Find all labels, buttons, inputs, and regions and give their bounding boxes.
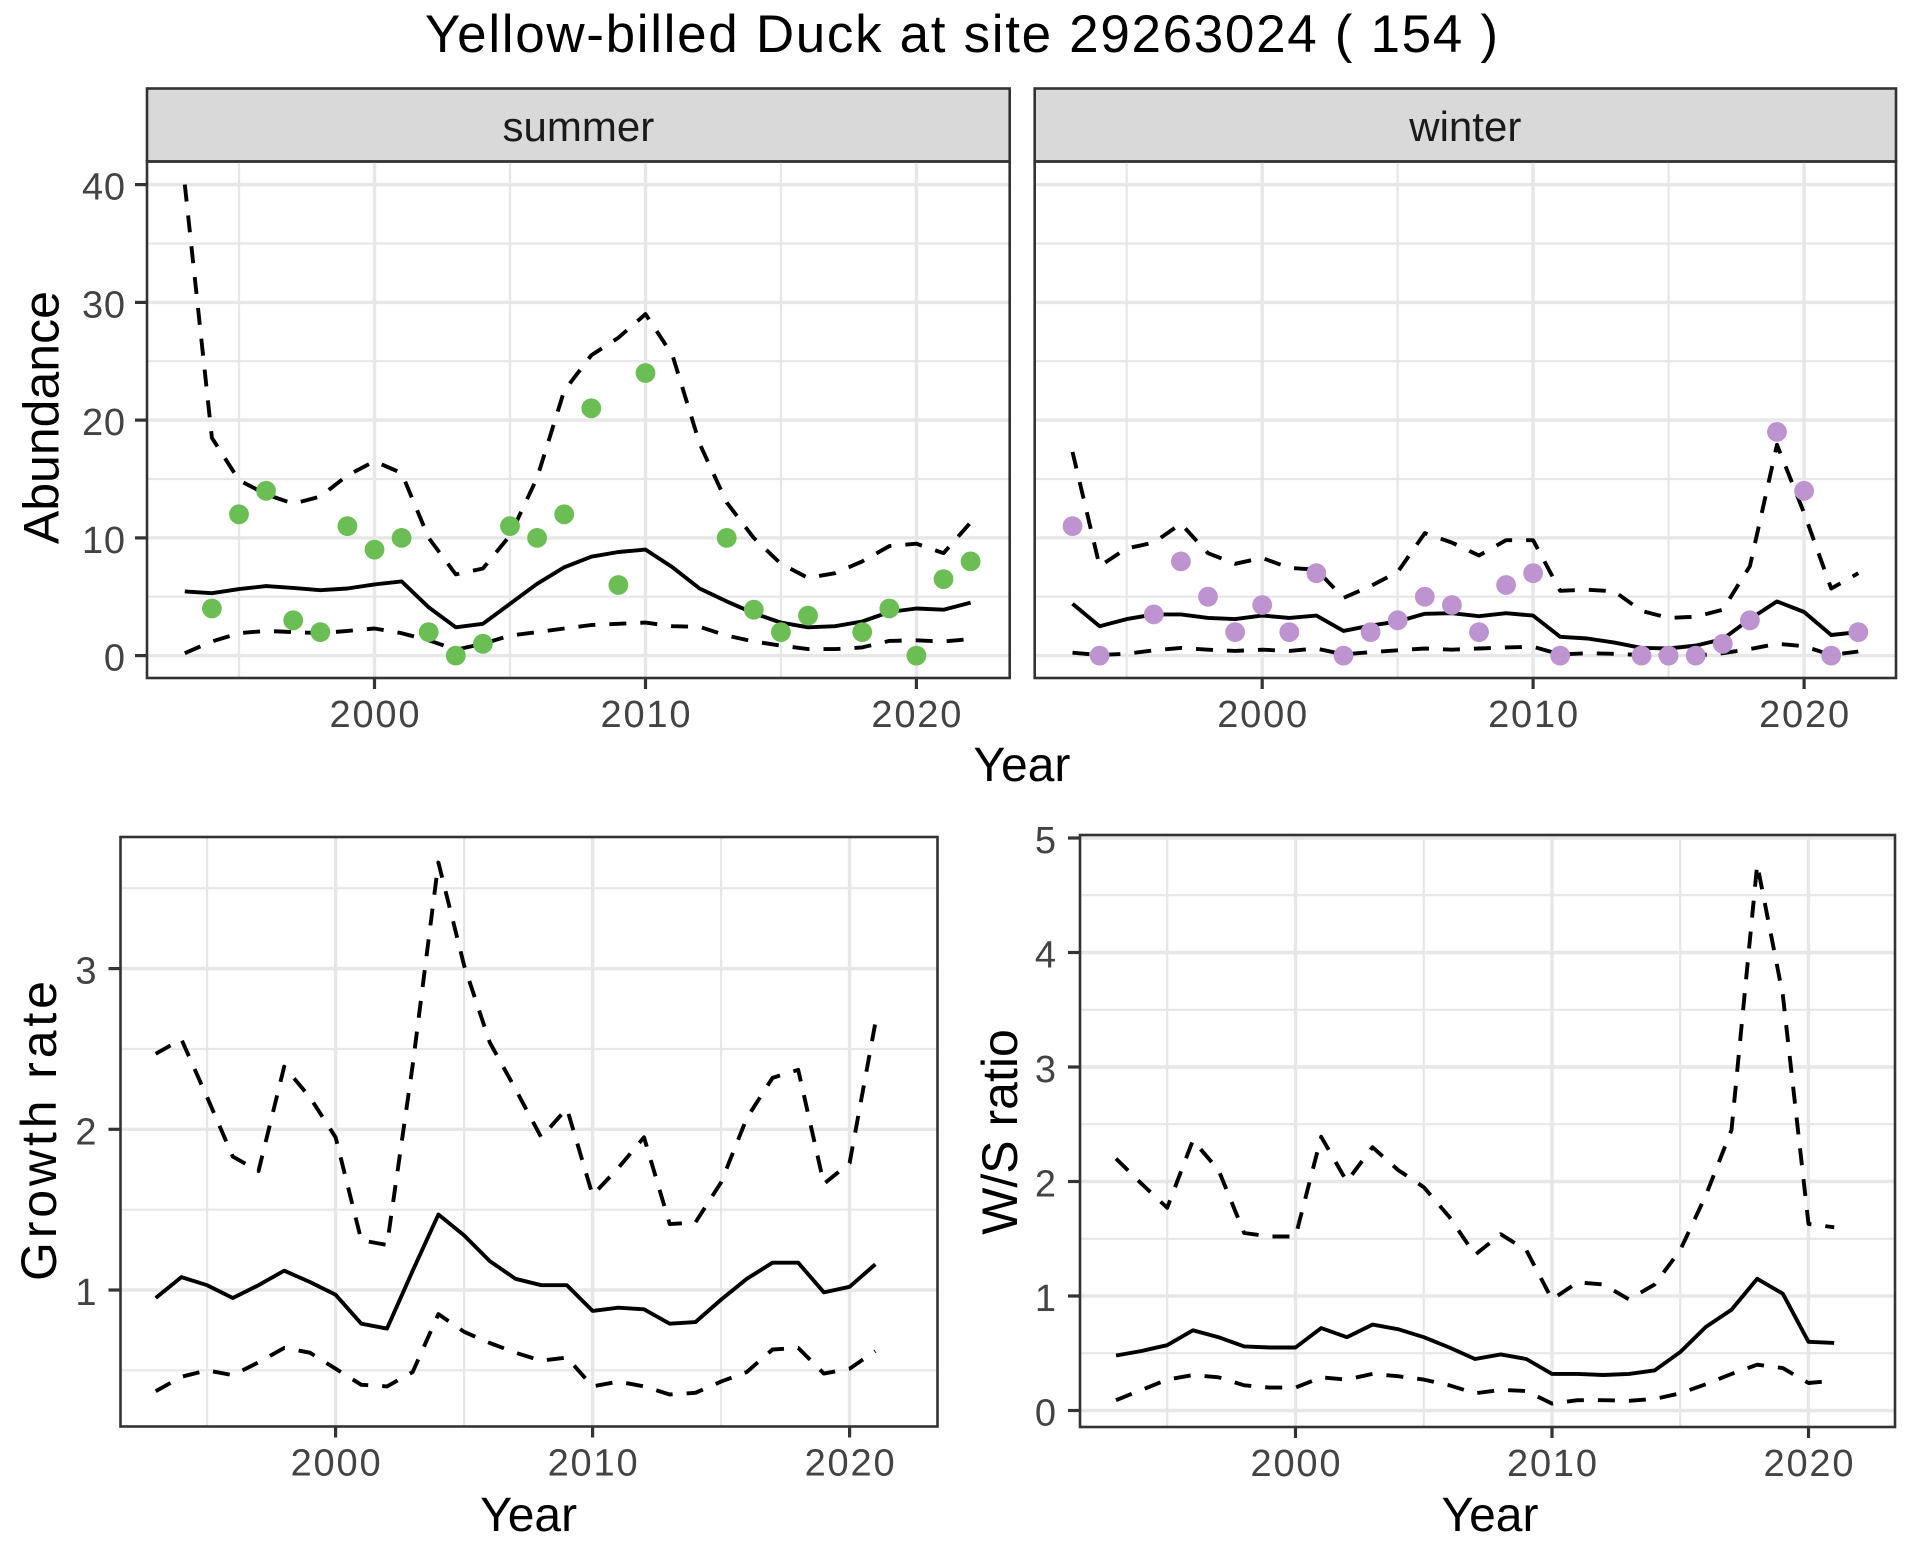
svg-text:2000: 2000 [330, 694, 420, 736]
svg-text:2000: 2000 [1217, 694, 1307, 736]
svg-text:2020: 2020 [1759, 694, 1849, 736]
svg-text:0: 0 [1035, 1393, 1056, 1435]
svg-text:Yellow-billed Duck at site 292: Yellow-billed Duck at site 29263024 ( 15… [425, 5, 1498, 64]
svg-text:2020: 2020 [805, 1443, 895, 1485]
svg-text:Abundance: Abundance [14, 291, 70, 544]
svg-text:20: 20 [82, 402, 125, 444]
svg-text:2010: 2010 [1488, 694, 1578, 736]
svg-text:2010: 2010 [601, 694, 691, 736]
svg-text:Year: Year [1442, 1489, 1539, 1542]
svg-text:2010: 2010 [548, 1443, 638, 1485]
svg-text:summer: summer [503, 103, 655, 150]
svg-text:40: 40 [82, 167, 125, 209]
svg-text:0: 0 [104, 638, 125, 680]
svg-text:4: 4 [1035, 935, 1056, 977]
svg-text:Year: Year [480, 1489, 577, 1542]
svg-text:2000: 2000 [291, 1443, 381, 1485]
svg-text:Year: Year [973, 739, 1070, 792]
svg-text:5: 5 [1035, 820, 1056, 862]
svg-text:3: 3 [1035, 1049, 1056, 1091]
svg-text:2010: 2010 [1507, 1443, 1597, 1485]
svg-text:30: 30 [82, 284, 125, 326]
svg-text:2: 2 [1035, 1164, 1056, 1206]
svg-text:10: 10 [82, 520, 125, 562]
svg-text:1: 1 [1035, 1278, 1056, 1320]
svg-text:2000: 2000 [1251, 1443, 1341, 1485]
svg-text:winter: winter [1408, 103, 1521, 150]
svg-text:2: 2 [75, 1111, 96, 1153]
svg-text:W/S ratio: W/S ratio [972, 1029, 1028, 1235]
svg-text:1: 1 [75, 1272, 96, 1314]
svg-text:2020: 2020 [1764, 1443, 1854, 1485]
svg-text:3: 3 [75, 951, 96, 993]
svg-text:2020: 2020 [871, 694, 961, 736]
